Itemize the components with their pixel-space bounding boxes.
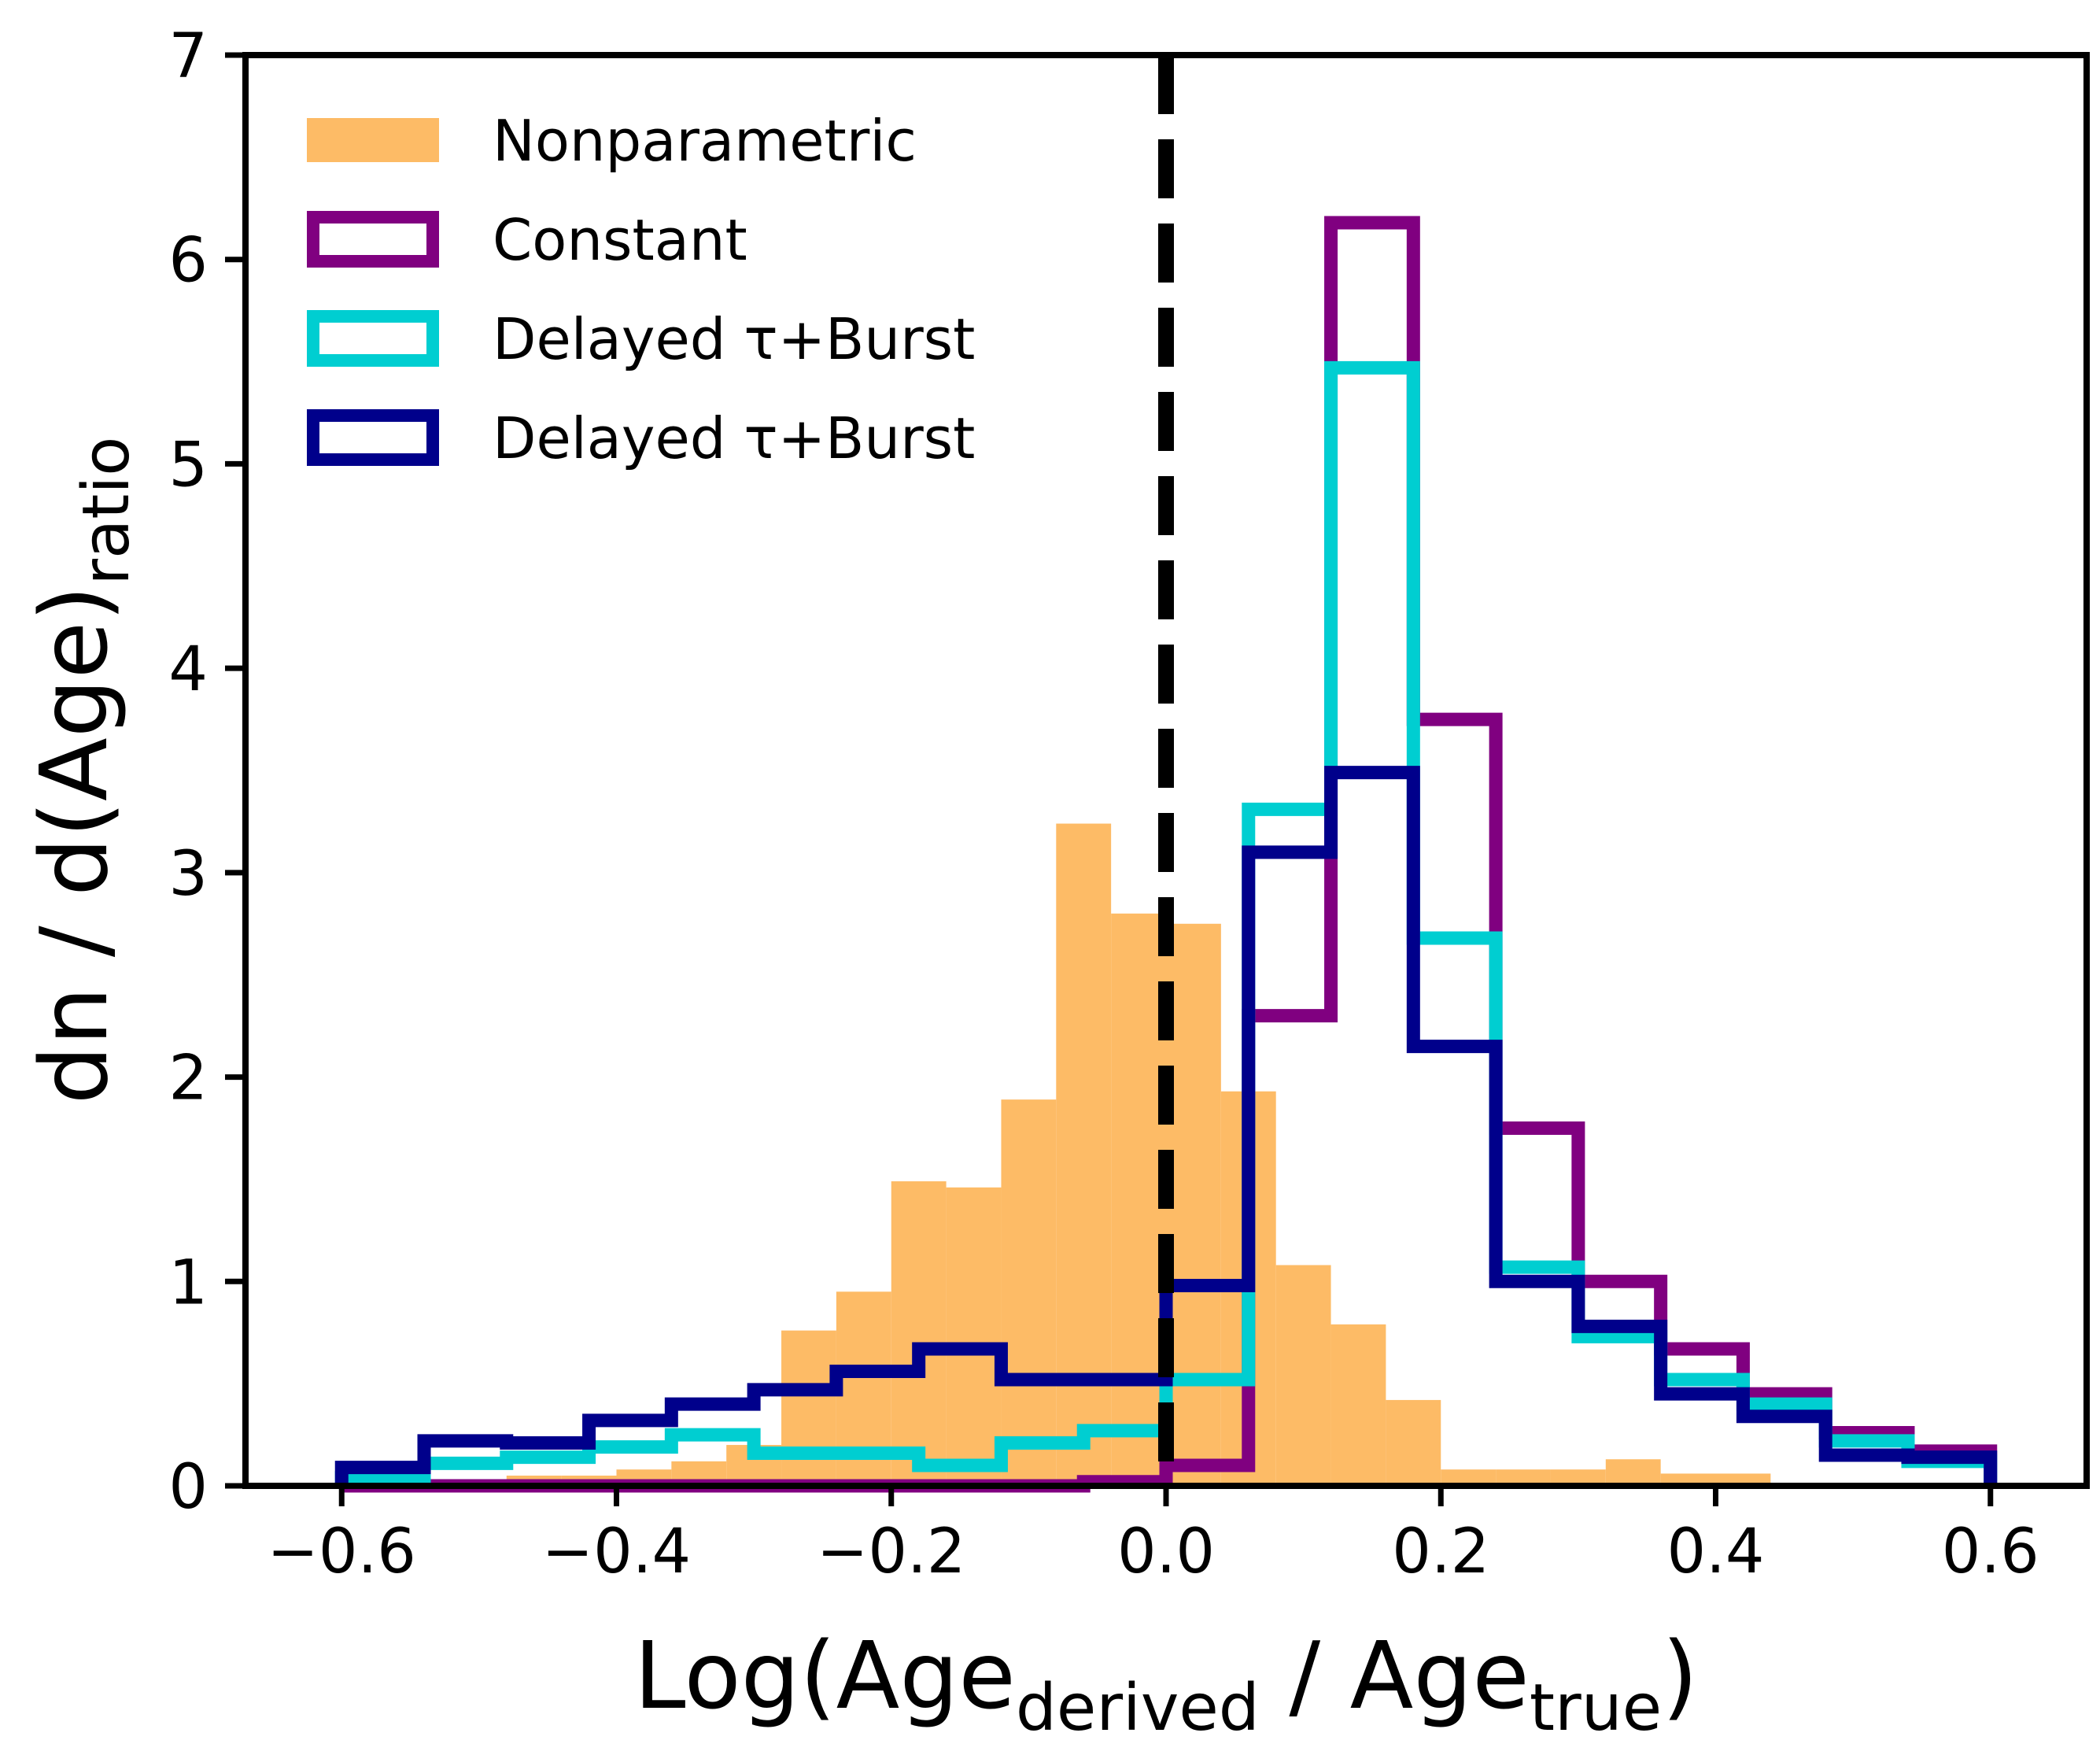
legend-swatch (307, 409, 439, 466)
legend-swatch (307, 211, 439, 268)
x-axis-label-sub1: derived (1016, 1671, 1260, 1746)
nonparametric-bar (1275, 1265, 1331, 1486)
y-tick-label: 5 (168, 430, 208, 501)
nonparametric-bar (1056, 823, 1112, 1486)
y-tick-label: 0 (168, 1452, 208, 1523)
legend-entry-constant: Constant (307, 207, 747, 273)
nonparametric-bar (1330, 1324, 1386, 1486)
nonparametric-bar (1111, 913, 1166, 1486)
x-axis-ticks: −0.6 −0.4 −0.2 0.0 0.2 0.4 0.6 (268, 1486, 2039, 1587)
legend-label: Delayed τ+Burst (493, 405, 975, 471)
nonparametric-bars (451, 823, 1771, 1486)
y-axis-label-sub: ratio (69, 437, 144, 586)
nonparametric-bar (946, 1187, 1002, 1486)
x-tick-label: 0.6 (1942, 1517, 2039, 1587)
y-tick-label: 6 (168, 226, 208, 297)
y-tick-label: 3 (168, 839, 208, 910)
nonparametric-bar (891, 1181, 947, 1486)
nonparametric-bar (1550, 1469, 1606, 1486)
legend: Nonparametric Constant Delayed τ+Burst Dela… (307, 108, 975, 471)
nonparametric-bar (1166, 923, 1221, 1486)
nonparametric-bar (1605, 1459, 1661, 1486)
nonparametric-bar (1386, 1399, 1441, 1486)
legend-label: Delayed τ+Burst (493, 306, 975, 372)
x-tick-label: 0.2 (1392, 1517, 1489, 1587)
x-tick-label: −0.2 (817, 1517, 965, 1587)
nonparametric-bar (1001, 1099, 1057, 1486)
legend-label: Nonparametric (493, 108, 917, 174)
legend-swatch (307, 310, 439, 367)
x-tick-label: −0.4 (542, 1517, 691, 1587)
y-tick-label: 1 (168, 1247, 208, 1318)
y-tick-label: 7 (168, 21, 208, 92)
nonparametric-bar (1441, 1469, 1497, 1486)
y-tick-label: 4 (168, 634, 208, 705)
legend-entry-delayed-tau-burst-cyan: Delayed τ+Burst (307, 306, 975, 372)
legend-entry-nonparametric: Nonparametric (307, 108, 917, 174)
nonparametric-bar (781, 1330, 836, 1486)
x-tick-label: 0.4 (1666, 1517, 1764, 1587)
x-tick-label: −0.6 (268, 1517, 416, 1587)
y-tick-label: 2 (168, 1044, 208, 1114)
x-tick-label: 0.0 (1117, 1517, 1215, 1587)
x-axis-label-sub2: true (1530, 1671, 1662, 1746)
legend-entry-delayed-tau-burst-navy: Delayed τ+Burst (307, 405, 975, 471)
x-axis-label: Log(Agederived / Agetrue) (634, 1621, 1698, 1746)
nonparametric-bar (1496, 1469, 1551, 1486)
y-axis-ticks: 0 1 2 3 4 5 6 7 (168, 21, 245, 1523)
legend-label: Constant (493, 207, 747, 273)
y-axis-label: dn / d(Age)ratio (20, 437, 144, 1105)
legend-swatch (307, 118, 439, 162)
